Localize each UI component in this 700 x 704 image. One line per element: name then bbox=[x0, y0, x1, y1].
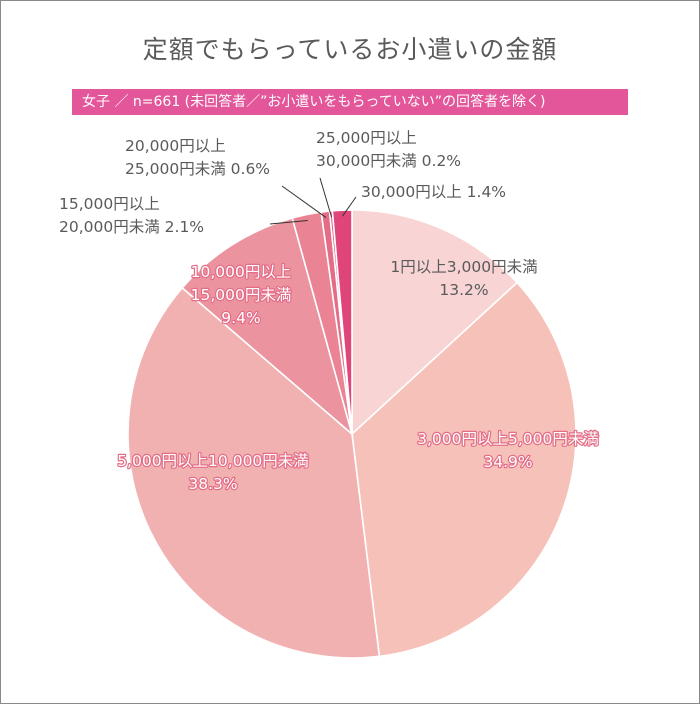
slice-label-line: 3,000円以上5,000円未満 bbox=[417, 430, 599, 448]
pie-slice-3 bbox=[127, 286, 381, 659]
slice-label-line: 15,000円以上 bbox=[59, 195, 160, 213]
slice-label-line: 34.9% bbox=[483, 453, 532, 471]
leader-line-7 bbox=[319, 177, 332, 218]
slice-label-line: 25,000円以上 bbox=[316, 129, 417, 147]
slice-label-5: 15,000円以上 20,000円未満 2.1% bbox=[59, 195, 204, 236]
slice-label-line: 9.4% bbox=[221, 309, 260, 327]
slice-label-line: 13.2% bbox=[439, 281, 488, 299]
slice-label-2: 3,000円以上5,000円未満 34.9% bbox=[417, 430, 599, 471]
pie-slice-2 bbox=[351, 281, 577, 658]
slice-label-line: 15,000円未満 bbox=[191, 286, 292, 304]
slice-label-8: 30,000円以上 1.4% bbox=[361, 183, 506, 201]
slice-label-4: 10,000円以上 15,000円未満 9.4% bbox=[191, 263, 292, 327]
slice-label-6: 20,000円以上 25,000円未満 0.6% bbox=[125, 137, 270, 178]
slice-label-line: 20,000円以上 bbox=[125, 137, 226, 155]
pie-slice-1 bbox=[351, 209, 519, 436]
slice-label-line: 30,000円未満 0.2% bbox=[316, 152, 461, 170]
slice-label-line: 20,000円未満 2.1% bbox=[59, 218, 204, 236]
slice-label-line: 30,000円以上 1.4% bbox=[361, 183, 506, 201]
leader-line-5 bbox=[269, 220, 308, 225]
pie-slice-8 bbox=[331, 209, 353, 435]
slice-label-7: 25,000円以上 30,000円未満 0.2% bbox=[316, 129, 461, 170]
slice-label-line: 5,000円以上10,000円未満 bbox=[117, 452, 309, 470]
slice-label-line: 10,000円以上 bbox=[191, 263, 292, 281]
slice-label-line: 1円以上3,000円未満 bbox=[390, 258, 537, 276]
chart-subtitle: 女子 ／ n=661 (未回答者／”お小遣いをもらっていない”の回答者を除く) bbox=[72, 89, 628, 115]
pie-slice-4 bbox=[181, 217, 354, 437]
slice-label-line: 25,000円未満 0.6% bbox=[125, 160, 270, 178]
leader-line-8 bbox=[342, 196, 357, 217]
chart-title: 定額でもらっているお小遣いの金額 bbox=[142, 35, 558, 64]
slice-label-line: 38.3% bbox=[188, 475, 237, 493]
slice-label-1: 1円以上3,000円未満 13.2% bbox=[390, 258, 537, 299]
leader-line-6 bbox=[281, 185, 327, 218]
slice-label-3: 5,000円以上10,000円未満 38.3% bbox=[117, 452, 309, 493]
